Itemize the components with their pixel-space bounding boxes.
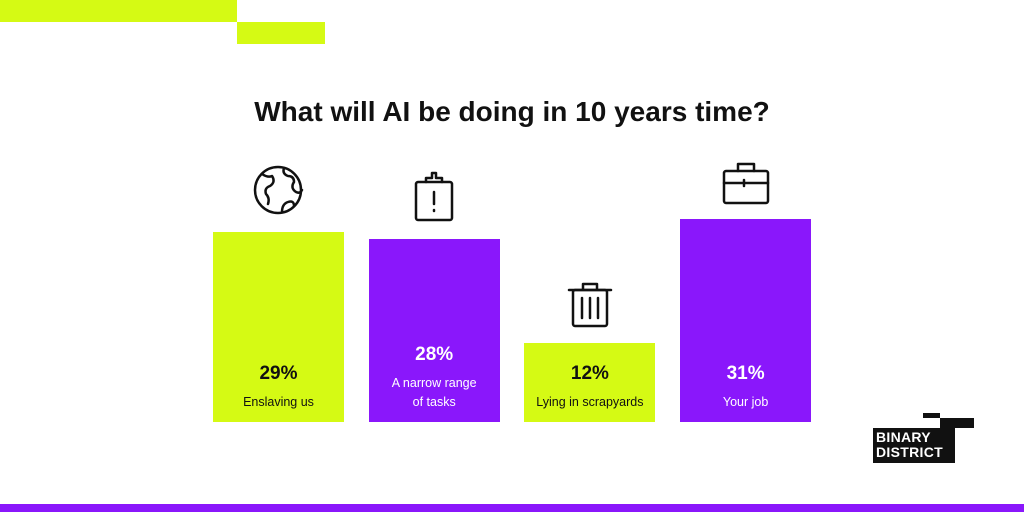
category-label: A narrow range of tasks xyxy=(391,375,477,409)
logo-text: DISTRICT xyxy=(876,444,943,460)
briefcase-icon xyxy=(722,162,770,205)
category-label: Enslaving us xyxy=(243,394,314,409)
globe-icon xyxy=(253,165,304,215)
logo: BINARY DISTRICT xyxy=(873,428,955,463)
chart-title: What will AI be doing in 10 years time? xyxy=(254,96,770,127)
logo-shape xyxy=(940,418,974,428)
bar: 31% Your job xyxy=(680,218,812,422)
clipboard-icon xyxy=(414,171,454,222)
decor-strip xyxy=(237,22,325,44)
bar: 12% Lying in scrapyards xyxy=(524,343,656,422)
trash-icon xyxy=(567,282,613,328)
category-label: Your job xyxy=(722,394,769,409)
value-label: 29% xyxy=(259,362,298,384)
decor-strip xyxy=(0,0,237,22)
logo-shape xyxy=(923,413,940,418)
category-label: Lying in scrapyards xyxy=(536,394,644,409)
value-label: 28% xyxy=(415,343,454,365)
value-label: 31% xyxy=(726,362,765,384)
value-label: 12% xyxy=(570,362,609,384)
logo-text: BINARY xyxy=(876,429,931,445)
bar: 28% A narrow range of tasks xyxy=(368,238,500,422)
bar: 29% Enslaving us xyxy=(213,232,344,422)
footer-strip xyxy=(0,504,1024,512)
